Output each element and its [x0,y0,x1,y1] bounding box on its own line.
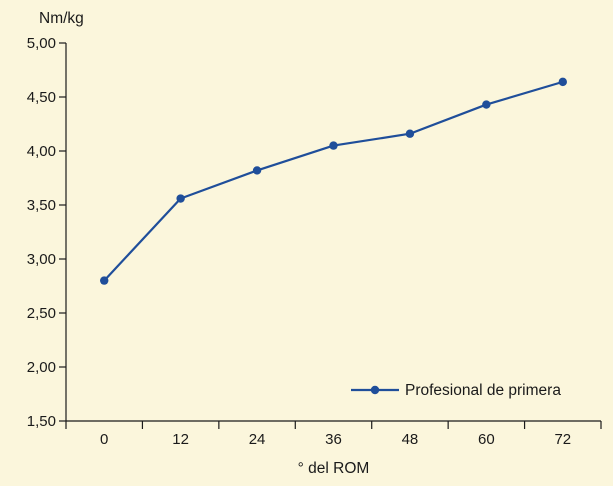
data-point [558,77,567,87]
data-point [329,141,338,150]
x-tick-label: 48 [402,431,419,448]
data-point [176,194,185,203]
legend-label: Profesional de primera [405,382,561,399]
axes [65,43,601,422]
x-tick-label: 60 [478,431,495,448]
x-axis-title: ° del ROM [298,460,370,477]
y-tick-label: 4,50 [27,89,56,106]
y-tick-label: 2,50 [27,305,56,322]
y-tick-label: 3,00 [27,251,56,268]
data-point [482,100,491,109]
x-tick-label: 12 [172,431,189,448]
y-tick-label: 1,50 [27,413,56,430]
x-tick-label: 0 [100,431,108,448]
y-tick-label: 5,00 [27,35,56,52]
x-tick-label: 72 [554,431,571,448]
y-tick-label: 2,00 [27,359,56,376]
series-line [103,80,564,282]
series-layer [100,77,567,285]
x-tick-label: 24 [249,431,266,448]
y-axis-ticks: 1,50 2,00 2,50 3,00 3,50 4,00 4,50 5,00 [27,35,66,430]
legend: Profesional de primera [351,382,561,399]
data-point [252,166,262,175]
y-tick-label: 3,50 [27,197,56,214]
x-tick-label: 36 [325,431,342,448]
legend-marker-swatch [370,385,380,395]
y-tick-label: 4,00 [27,143,56,160]
data-point [405,129,415,138]
x-axis-ticks: 0 12 24 36 48 60 72 [65,421,602,448]
y-axis-title: Nm/kg [39,10,84,27]
data-point [100,276,109,285]
